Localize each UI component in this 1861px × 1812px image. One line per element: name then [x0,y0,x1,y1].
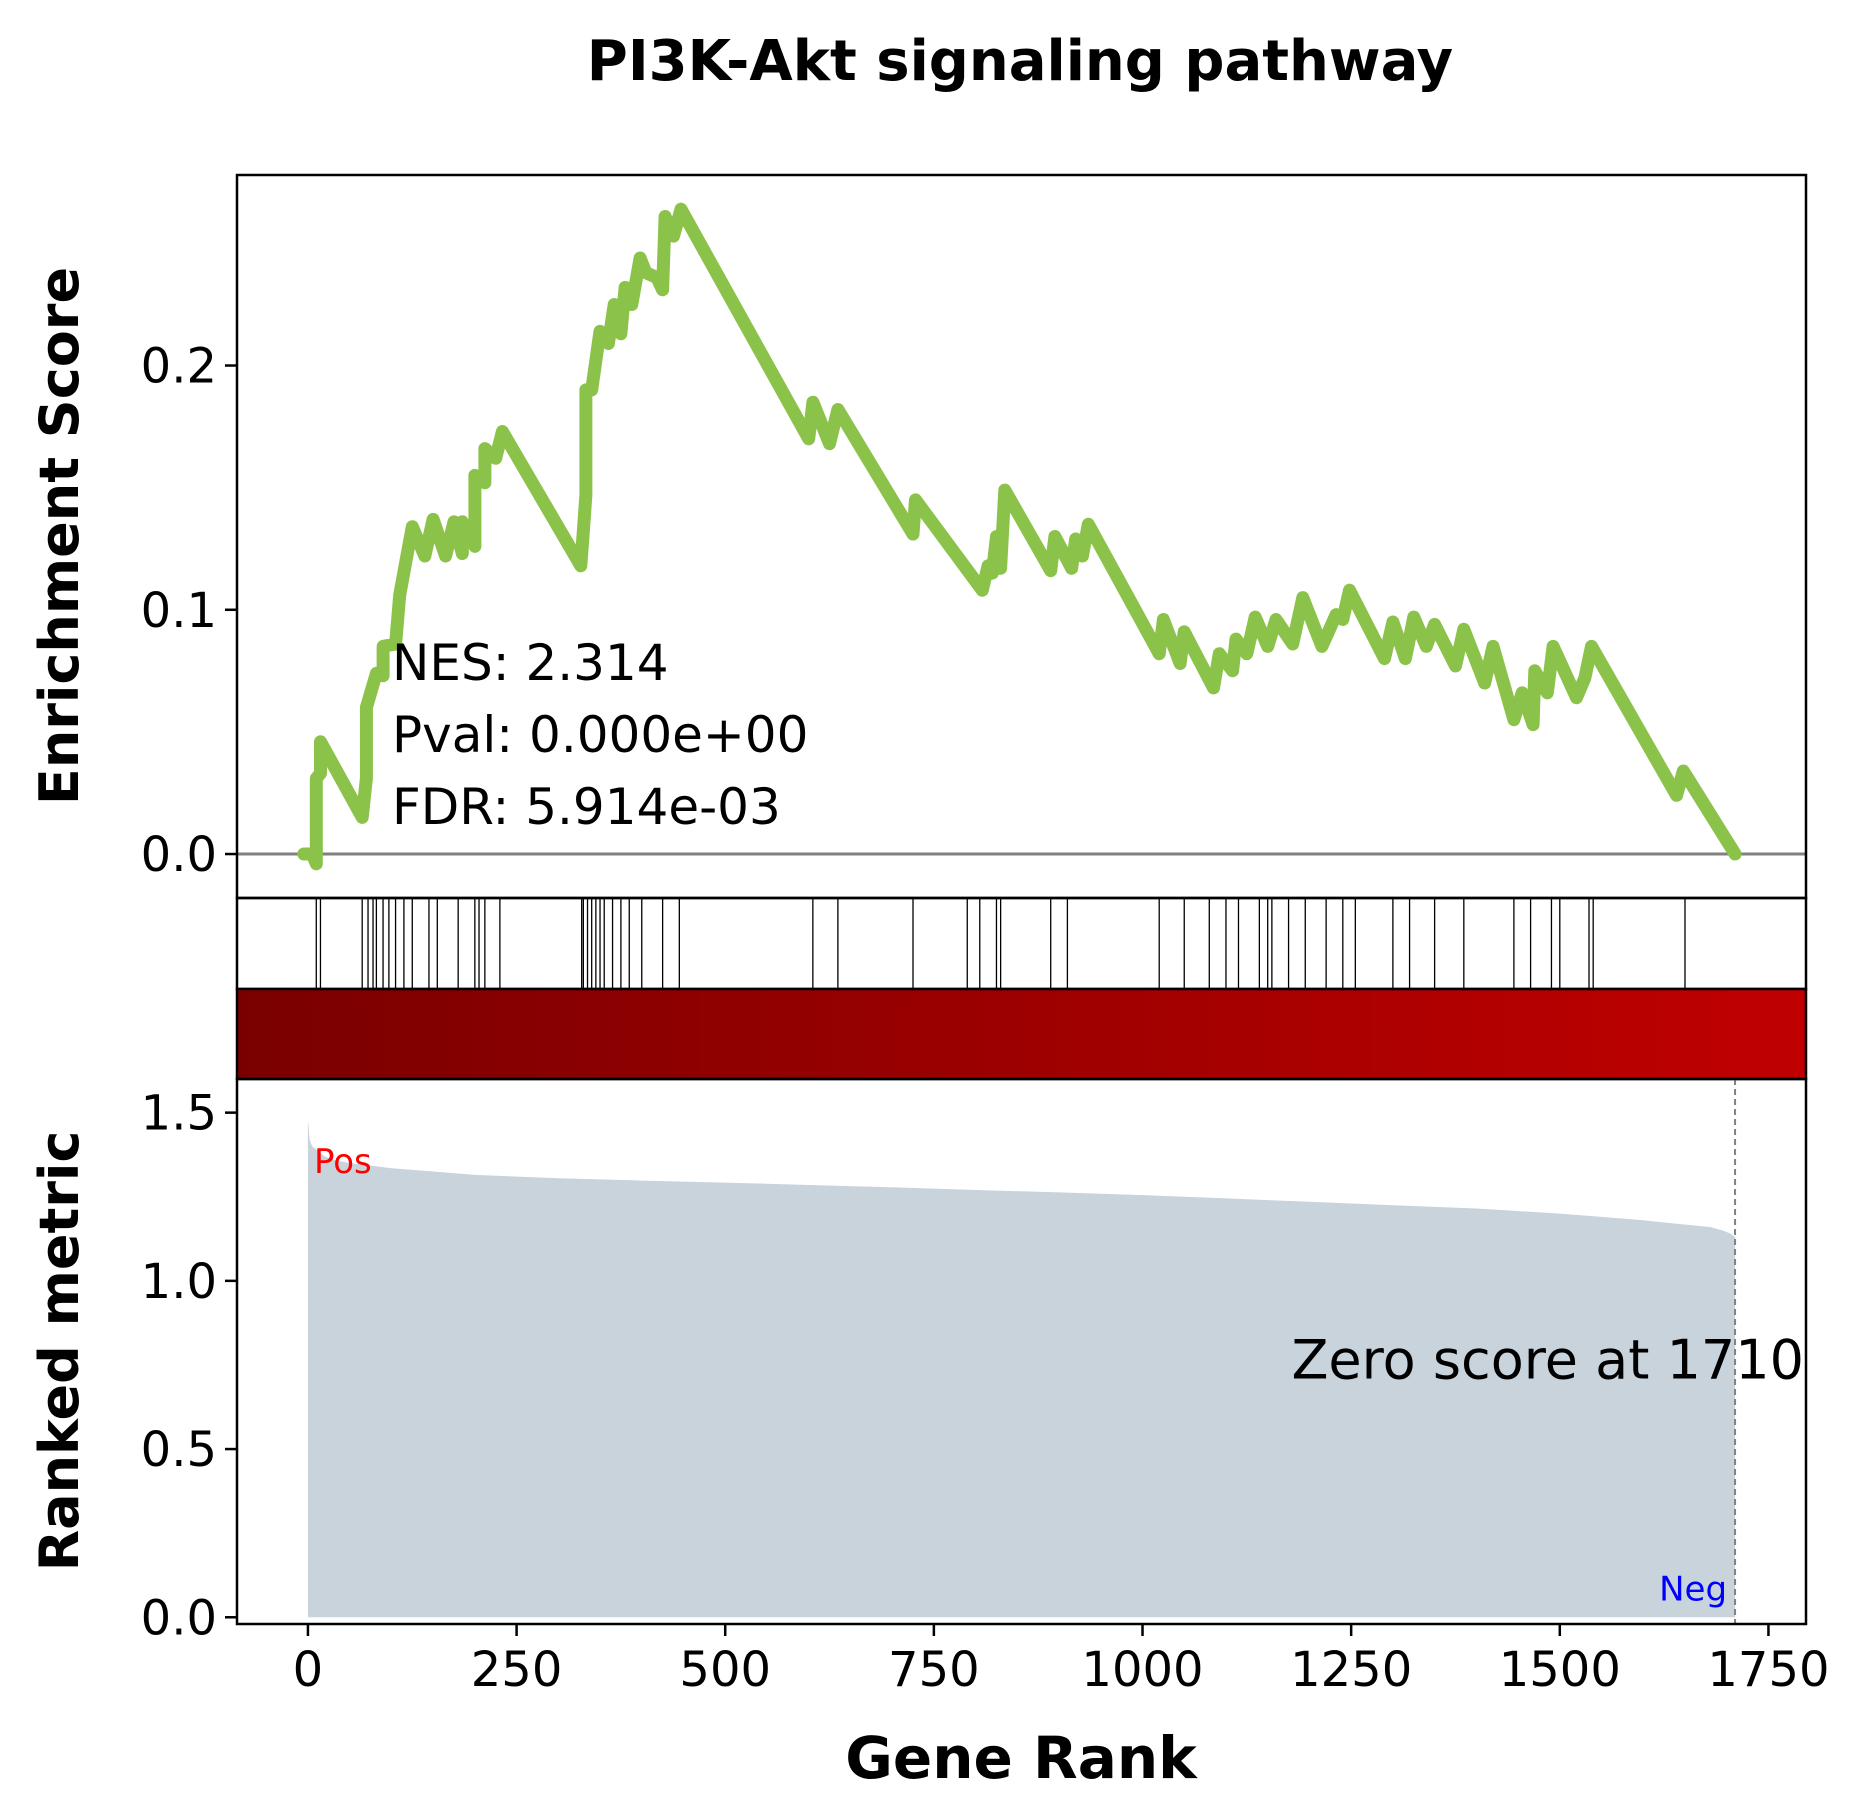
rank-colorbar [235,987,1808,1081]
hits-panel-frame [235,896,1808,991]
es-y-tick-label: 0.1 [141,583,217,639]
x-tick-label: 250 [471,1642,563,1698]
pos-label: Pos [314,1142,372,1182]
es-y-label: Enrichment Score [28,267,91,805]
es-y-tick-label: 0.0 [141,827,217,883]
nes-label: NES: 2.314 [392,634,669,692]
hit-marks-panel [235,896,1808,991]
x-tick-label: 1500 [1499,1642,1621,1698]
neg-label: Neg [1659,1569,1727,1609]
x-tick-label: 0 [293,1642,324,1698]
rm-y-tick-label: 0.5 [141,1422,217,1478]
x-tick-label: 1750 [1707,1642,1829,1698]
x-tick-label: 1250 [1290,1642,1412,1698]
x-tick-label: 750 [888,1642,980,1698]
rm-y-tick-label: 1.0 [141,1254,217,1310]
rm-y-tick-label: 0.0 [141,1590,217,1646]
chart-title: PI3K-Akt signaling pathway [587,29,1453,94]
rm-panel-frame [235,1077,1808,1626]
ranked-metric-area [307,1119,1736,1618]
x-axis: 0 250 500 750 1000 1250 1500 1750 [293,1624,1830,1698]
rm-y-axis: 0.0 0.5 1.0 1.5 [141,1086,237,1646]
x-tick-label: 500 [679,1642,771,1698]
x-axis-label: Gene Rank [845,1724,1198,1792]
rm-y-tick-label: 1.5 [141,1086,217,1142]
enrichment-score-panel: 0.0 0.1 0.2 NES: 2.314 Pval: 0.000e+00 FDR… [28,173,1808,900]
enrichment-score-line [297,202,1742,871]
ranked-metric-panel: 0.00.51.01.5 Pos Neg Zero score at 1710 … [28,1077,1808,1646]
pval-label: Pval: 0.000e+00 [392,706,808,764]
hit-lines [315,898,1686,989]
fdr-label: FDR: 5.914e-03 [392,778,781,836]
x-tick-label: 1000 [1081,1642,1203,1698]
zero-score-label: Zero score at 1710 [1291,1328,1804,1391]
es-y-axis: 0.0 0.1 0.2 [141,339,237,883]
es-y-tick-label: 0.2 [141,339,217,395]
rm-y-label: Ranked metric [28,1131,91,1572]
